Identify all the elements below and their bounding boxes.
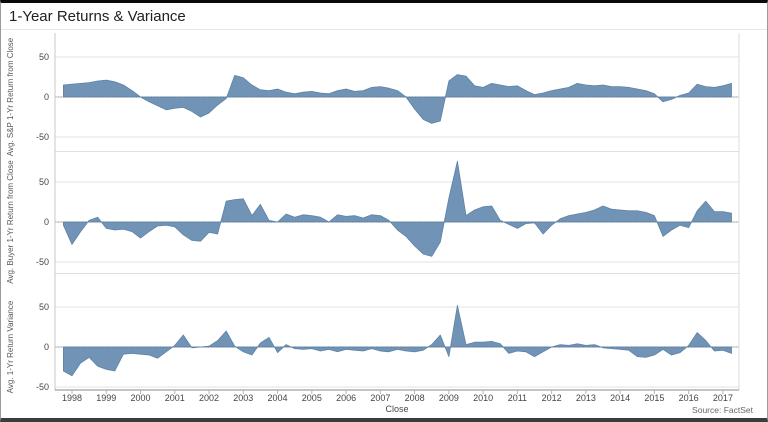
x-tick-label: 2003 bbox=[233, 393, 253, 403]
x-tick-label: 2013 bbox=[576, 393, 596, 403]
x-tick-label: 2001 bbox=[165, 393, 185, 403]
x-tick-label: 1998 bbox=[62, 393, 82, 403]
x-tick-label: 2000 bbox=[131, 393, 151, 403]
y-tick-label: -50 bbox=[36, 132, 49, 142]
title-bar: 1-Year Returns & Variance bbox=[1, 3, 767, 30]
x-tick-label: 2015 bbox=[644, 393, 664, 403]
y-axis-title-sp-return: Avg. S&P 1-Yr Return from Close bbox=[6, 37, 15, 156]
area-series-1yr-return-variance bbox=[63, 304, 732, 377]
y-tick-label: 50 bbox=[39, 302, 49, 312]
y-axis-title-return-variance: Avg. 1-Yr Return Variance bbox=[6, 300, 15, 393]
area-series-sp-1yr-return bbox=[63, 74, 732, 124]
area-series-buyer-1yr-return bbox=[63, 160, 732, 257]
x-tick-label: 2012 bbox=[542, 393, 562, 403]
returns-variance-chart: Avg. S&P 1-Yr Return from Close Avg. Buy… bbox=[6, 33, 754, 415]
y-tick-label: 50 bbox=[39, 177, 49, 187]
x-tick-label: 2005 bbox=[302, 393, 322, 403]
x-tick-label: 2017 bbox=[713, 393, 733, 403]
x-tick-label: 1999 bbox=[96, 393, 116, 403]
x-tick-label: 2004 bbox=[268, 393, 288, 403]
x-tick-label: 2016 bbox=[679, 393, 699, 403]
x-tick-label: 2008 bbox=[405, 393, 425, 403]
y-axis-title-buyer-return: Avg. Buyer 1-Yr Return from Close bbox=[6, 160, 15, 284]
source-caption: Source: FactSet bbox=[692, 405, 754, 415]
x-tick-label: 2009 bbox=[439, 393, 459, 403]
y-tick-label: 0 bbox=[44, 92, 49, 102]
x-tick-label: 2006 bbox=[336, 393, 356, 403]
y-tick-label: 0 bbox=[44, 217, 49, 227]
y-tick-label: 0 bbox=[44, 342, 49, 352]
x-tick-label: 2010 bbox=[473, 393, 493, 403]
x-tick-label: 2011 bbox=[508, 393, 527, 403]
y-tick-label: -50 bbox=[36, 257, 49, 267]
x-tick-label: 2007 bbox=[370, 393, 390, 403]
x-axis-title: Close bbox=[385, 404, 408, 414]
y-tick-label: 50 bbox=[39, 52, 49, 62]
x-tick-label: 2002 bbox=[199, 393, 219, 403]
y-tick-label: -50 bbox=[36, 382, 49, 392]
x-tick-label: 2014 bbox=[610, 393, 630, 403]
chart-title: 1-Year Returns & Variance bbox=[9, 7, 186, 25]
